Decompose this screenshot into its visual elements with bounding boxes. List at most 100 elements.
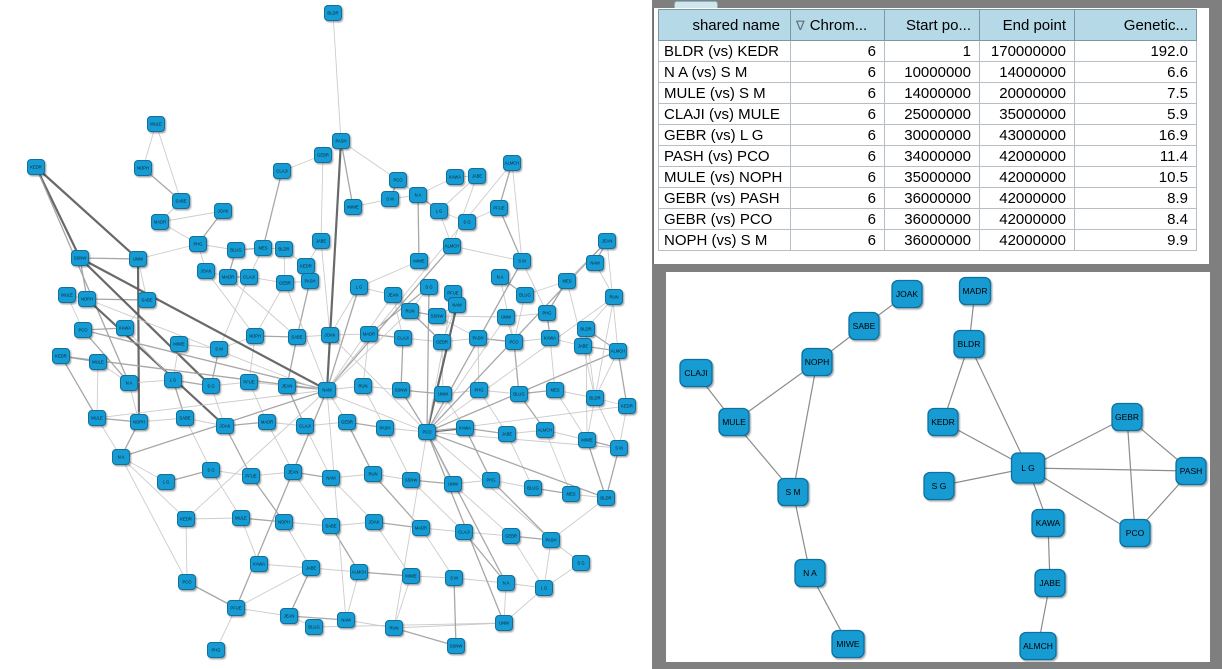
network-edge[interactable] (288, 615, 347, 621)
network-edge[interactable] (384, 427, 412, 481)
table-cell[interactable]: 6 (790, 208, 885, 230)
network-node[interactable]: MIWE (170, 336, 188, 352)
network-node[interactable]: S G (202, 378, 220, 394)
network-node[interactable]: PFUE (227, 600, 245, 616)
network-node[interactable]: PHG (470, 382, 488, 398)
network-edge[interactable] (96, 389, 328, 419)
network-edge[interactable] (86, 298, 428, 433)
network-edge[interactable] (426, 296, 615, 433)
network-node[interactable]: N A (112, 449, 130, 465)
network-node[interactable]: JEAN (384, 287, 402, 303)
network-node[interactable]: SSNW (392, 382, 410, 398)
network-node[interactable]: JABE (498, 426, 516, 442)
network-edge[interactable] (426, 431, 507, 584)
network-node[interactable]: KEDR (297, 258, 315, 274)
table-cell[interactable]: 14000000 (979, 61, 1075, 83)
network-node[interactable]: JEAN (278, 378, 296, 394)
network-node[interactable]: S G (572, 555, 590, 571)
network-node[interactable]: BLDR (577, 321, 595, 337)
network-node-KEDR[interactable]: KEDR (927, 407, 959, 437)
network-edge[interactable] (340, 140, 399, 181)
network-node[interactable]: S M (210, 341, 228, 357)
network-edge[interactable] (586, 296, 615, 441)
table-row[interactable]: PASH (vs) PCO 6 34000000 42000000 11.4 (658, 145, 1197, 167)
table-cell[interactable]: 6 (790, 82, 885, 104)
table-cell[interactable]: 25000000 (884, 103, 980, 125)
table-cell[interactable]: 6 (790, 61, 885, 83)
network-node-MADR[interactable]: MADR (958, 276, 992, 306)
network-node[interactable]: N A (120, 375, 138, 391)
network-node[interactable]: KAWA (446, 169, 464, 185)
network-edge[interactable] (320, 240, 331, 336)
network-node[interactable]: PASH (469, 330, 487, 346)
network-node[interactable]: MULE (58, 287, 76, 303)
network-edge[interactable] (185, 517, 242, 520)
table-row[interactable]: MULE (vs) NOPH 6 35000000 42000000 10.5 (658, 166, 1197, 188)
network-node-SABE[interactable]: SABE (848, 311, 880, 341)
network-node[interactable]: BLUG (510, 386, 528, 402)
network-node[interactable]: KEDR (177, 511, 195, 527)
network-edge[interactable] (393, 431, 428, 629)
table-cell[interactable]: MULE (vs) S M (658, 82, 791, 104)
network-edge[interactable] (35, 166, 139, 260)
network-node[interactable]: MIWE (578, 432, 596, 448)
network-node[interactable]: S M (610, 440, 628, 456)
table-cell[interactable]: 10000000 (884, 61, 980, 83)
network-node[interactable]: PCO (418, 424, 436, 440)
network-node[interactable]: KAWA (541, 330, 559, 346)
table-cell[interactable]: 35000000 (884, 166, 980, 188)
table-row[interactable]: MULE (vs) S M 6 14000000 20000000 7.5 (658, 82, 1197, 104)
table-row[interactable]: GEBR (vs) PCO 6 36000000 42000000 8.4 (658, 208, 1197, 230)
network-node-SM[interactable]: S M (777, 477, 809, 507)
network-node[interactable]: KEDR (52, 348, 70, 364)
network-node[interactable]: JEAN (280, 608, 298, 624)
table-cell[interactable]: 9.9 (1074, 229, 1197, 251)
network-edge[interactable] (326, 286, 360, 391)
network-node[interactable]: MADR (151, 214, 169, 230)
table-cell[interactable]: 43000000 (979, 124, 1075, 146)
column-header-3[interactable]: End point (979, 9, 1075, 41)
column-header-0[interactable]: shared name (658, 9, 791, 41)
network-node[interactable]: NOPH (275, 514, 293, 530)
network-edge[interactable] (185, 389, 328, 520)
network-edge[interactable] (227, 276, 298, 338)
network-node[interactable]: MES (546, 382, 564, 398)
table-cell[interactable]: 170000000 (979, 40, 1075, 62)
network-edge[interactable] (326, 162, 513, 391)
network-edge[interactable] (373, 521, 412, 577)
table-row[interactable]: NOPH (vs) S M 6 36000000 42000000 9.9 (658, 229, 1197, 251)
network-edge[interactable] (325, 140, 343, 391)
network-edge[interactable] (358, 260, 420, 288)
network-node-NOPH[interactable]: NOPH (801, 347, 833, 377)
network-node[interactable]: BLUG (516, 287, 534, 303)
table-cell[interactable]: 16.9 (1074, 124, 1197, 146)
table-cell[interactable]: 6 (790, 145, 885, 167)
network-node[interactable]: S M (445, 570, 463, 586)
network-node[interactable]: MES (562, 486, 580, 502)
network-node[interactable]: BLUG (227, 242, 245, 258)
network-edge[interactable] (451, 175, 478, 247)
network-node[interactable]: JABE (468, 168, 486, 184)
network-edge[interactable] (137, 243, 199, 260)
network-node[interactable]: S G (458, 214, 476, 230)
table-cell[interactable]: 20000000 (979, 82, 1075, 104)
network-edge[interactable] (79, 257, 139, 260)
table-cell[interactable]: 8.9 (1074, 187, 1197, 209)
network-edge[interactable] (426, 316, 507, 433)
network-edge[interactable] (79, 257, 328, 391)
network-node[interactable]: SSNW (402, 472, 420, 488)
network-edge[interactable] (426, 260, 523, 433)
network-edge[interactable] (586, 439, 607, 499)
table-cell[interactable]: 7.5 (1074, 82, 1197, 104)
network-node-LG[interactable]: L G (1010, 452, 1046, 484)
network-edge[interactable] (262, 170, 283, 249)
network-node[interactable]: ALMCH (350, 564, 368, 580)
network-node[interactable]: JOAK (214, 203, 232, 219)
network-edge[interactable] (346, 421, 374, 475)
network-edge[interactable] (326, 245, 453, 391)
table-cell[interactable]: 6 (790, 124, 885, 146)
network-node[interactable]: CLAJI (394, 330, 412, 346)
network-edge-LG-PASH[interactable] (1027, 467, 1192, 472)
network-node-SG[interactable]: S G (923, 471, 955, 501)
table-cell[interactable]: 42000000 (979, 208, 1075, 230)
